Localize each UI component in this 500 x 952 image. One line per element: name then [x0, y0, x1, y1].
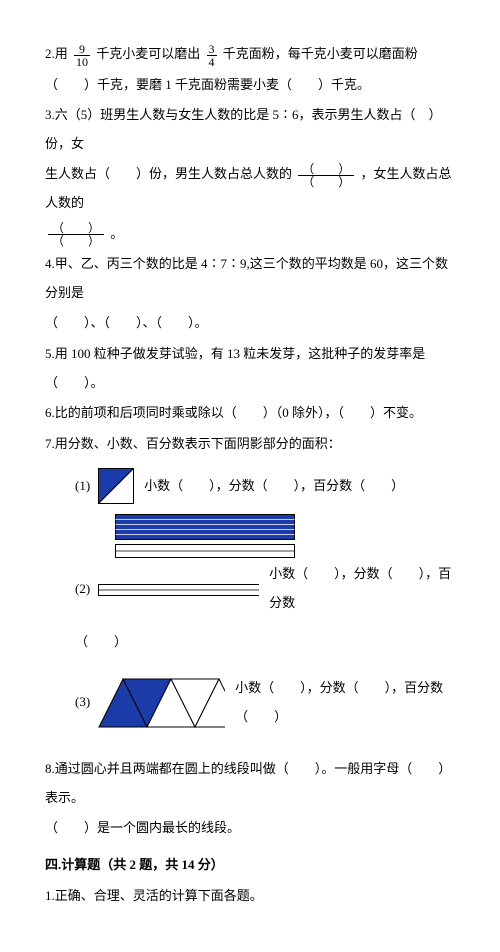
q7-fig2 [115, 514, 295, 558]
q7-text3: 小数（ ），分数（ ），百分数（ ） [235, 674, 455, 731]
q7-text2b: （ ） [75, 628, 455, 657]
q7-text2: 小数（ ），分数（ ），百分数 [269, 560, 455, 617]
q7-fig1 [98, 468, 134, 504]
q3-line1: 3.六（5）班男生人数与女生人数的比是 5∶6，表示男生人数占（ ）份，女 [45, 101, 455, 158]
q7-label2: (2) [75, 575, 90, 604]
q7-item2: (2) 小数（ ），分数（ ），百分数 [75, 560, 455, 617]
q2-frac1: 910 [74, 43, 90, 68]
q8-line2: （ ）是一个圆内最长的线段。 [45, 814, 455, 843]
q6: 6.比的前项和后项同时乘或除以（ ）（0 除外），（ ）不变。 [45, 399, 455, 428]
q5: 5.用 100 粒种子做发芽试验，有 13 粒未发芽，这批种子的发芽率是（ ）。 [45, 340, 455, 397]
q3-line3end: 。 [110, 226, 123, 241]
q2-prefix: 2.用 [45, 46, 68, 61]
calc-q1: 1.正确、合理、灵活的计算下面各题。 [45, 882, 455, 911]
q7-fig2b [98, 584, 259, 596]
q2-line1: 2.用 910 千克小麦可以磨出 34 千克面粉，每千克小麦可以磨面粉 [45, 40, 455, 69]
q2-mid2: 千克面粉，每千克小麦可以磨面粉 [223, 46, 418, 61]
q7-text1: 小数（ ），分数（ ），百分数（ ） [144, 472, 404, 501]
q7-fig2-wrap [115, 514, 455, 558]
q2-mid1: 千克小麦可以磨出 [96, 46, 200, 61]
q7-fig3 [98, 678, 225, 728]
q3-frac1: （ ）（ ） [298, 163, 354, 188]
section4-title: 四.计算题（共 2 题，共 14 分） [45, 851, 455, 880]
q3-line2a: 生人数占（ ）份，男生人数占总人数的 [45, 166, 292, 181]
q4-line2: （ ）、（ ）、（ ）。 [45, 309, 455, 338]
q7-label3: (3) [75, 688, 90, 717]
q3-line2: 生人数占（ ）份，男生人数占总人数的 （ ）（ ） ，女生人数占总人数的 [45, 160, 455, 217]
q2-frac2: 34 [207, 43, 217, 68]
q7-title: 7.用分数、小数、百分数表示下面阴影部分的面积： [45, 430, 455, 459]
q4-line1: 4.甲、乙、丙三个数的比是 4∶7∶9,这三个数的平均数是 60，这三个数分别是 [45, 250, 455, 307]
q3-frac2: （ ）（ ） [48, 222, 104, 247]
q2-line2: （ ）千克，要磨 1 千克面粉需要小麦（ ）千克。 [45, 71, 455, 100]
q7-label1: (1) [75, 472, 90, 501]
q3-line3: （ ）（ ） 。 [45, 220, 455, 249]
q8-line1: 8.通过圆心并且两端都在圆上的线段叫做（ ）。一般用字母（ ）表示。 [45, 755, 455, 812]
q7-item3: (3) 小数（ ），分数（ ），百分数（ ） [75, 674, 455, 731]
q7-item1: (1) 小数（ ），分数（ ），百分数（ ） [75, 468, 455, 504]
